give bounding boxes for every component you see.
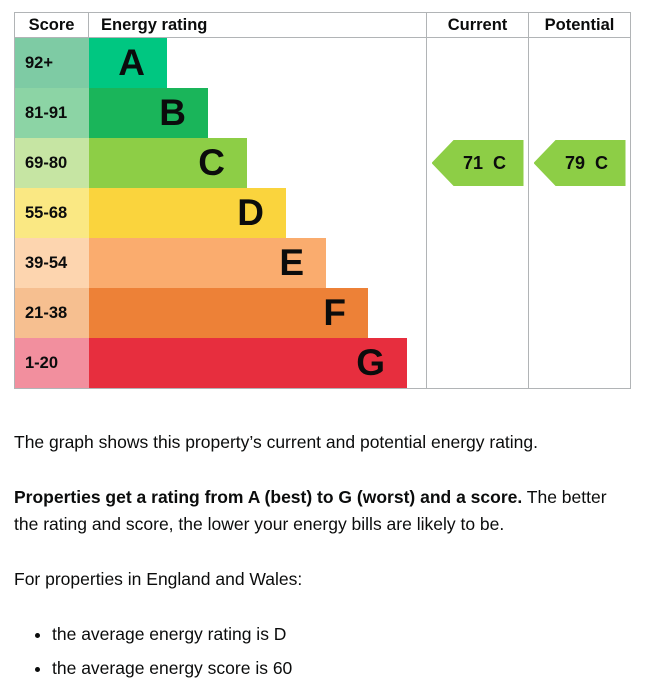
region-line: For properties in England and Wales:: [14, 569, 303, 589]
rating-explainer-bold: Properties get a rating from A (best) to…: [14, 487, 523, 507]
column-header-potential: Potential: [528, 13, 630, 38]
band-bar-c: C: [89, 138, 247, 188]
score-range-e: 39-54: [15, 238, 89, 288]
potential-rating-arrow: 79 C: [533, 140, 626, 186]
score-range-f: 21-38: [15, 288, 89, 338]
energy-rating-chart: Score Energy rating Current Potential 92…: [14, 12, 631, 389]
potential-rating-label: 79 C: [564, 152, 609, 173]
rating-explainer-paragraph: Properties get a rating from A (best) to…: [14, 484, 631, 538]
band-letter-a: A: [118, 42, 145, 83]
band-bar-d: D: [89, 188, 286, 238]
current-cell-f: [426, 288, 528, 338]
potential-cell-g: [528, 338, 630, 388]
average-rating-item: the average energy rating is D: [52, 621, 631, 648]
potential-cell-a: [528, 38, 630, 88]
band-row-a: A: [89, 38, 426, 88]
band-row-g: G: [89, 338, 426, 388]
band-bar-e: E: [89, 238, 326, 288]
potential-cell-e: [528, 238, 630, 288]
average-score-item: the average energy score is 60: [52, 655, 631, 682]
score-range-d: 55-68: [15, 188, 89, 238]
potential-cell-c: 79 C: [528, 138, 630, 188]
score-range-g: 1-20: [15, 338, 89, 388]
band-bar-f: F: [89, 288, 368, 338]
band-row-c: C: [89, 138, 426, 188]
current-cell-a: [426, 38, 528, 88]
chart-description: The graph shows this property’s current …: [14, 429, 631, 682]
column-header-current: Current: [426, 13, 528, 38]
potential-cell-f: [528, 288, 630, 338]
band-row-e: E: [89, 238, 426, 288]
current-cell-e: [426, 238, 528, 288]
score-range-b: 81-91: [15, 88, 89, 138]
column-header-score: Score: [15, 13, 89, 38]
current-cell-c: 71 C: [426, 138, 528, 188]
rating-explainer-rest: The better the rating and score, the low…: [14, 487, 607, 534]
current-rating-arrow: 71 C: [431, 140, 524, 186]
band-row-b: B: [89, 88, 426, 138]
band-letter-c: C: [198, 142, 225, 183]
band-letter-f: F: [323, 292, 346, 333]
current-cell-d: [426, 188, 528, 238]
band-letter-b: B: [159, 92, 186, 133]
band-letter-e: E: [279, 242, 304, 283]
intro-paragraph: The graph shows this property’s current …: [14, 432, 539, 452]
current-cell-g: [426, 338, 528, 388]
averages-list: the average energy rating is D the avera…: [52, 621, 631, 682]
band-letter-d: D: [237, 192, 264, 233]
band-bar-b: B: [89, 88, 208, 138]
score-range-c: 69-80: [15, 138, 89, 188]
column-header-energy-rating: Energy rating: [89, 13, 426, 38]
band-bar-g: G: [89, 338, 407, 388]
band-letter-g: G: [356, 342, 385, 383]
potential-cell-d: [528, 188, 630, 238]
band-row-d: D: [89, 188, 426, 238]
current-cell-b: [426, 88, 528, 138]
score-range-a: 92+: [15, 38, 89, 88]
current-rating-label: 71 C: [462, 152, 507, 173]
band-bar-a: A: [89, 38, 167, 88]
band-row-f: F: [89, 288, 426, 338]
potential-cell-b: [528, 88, 630, 138]
